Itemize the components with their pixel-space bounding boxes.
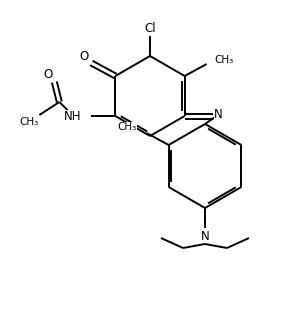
Text: N: N (214, 109, 223, 122)
Text: CH₃: CH₃ (215, 55, 234, 65)
Text: O: O (80, 50, 89, 62)
Text: NH: NH (64, 110, 81, 122)
Text: CH₃: CH₃ (20, 117, 39, 127)
Text: Cl: Cl (144, 21, 156, 35)
Text: O: O (44, 68, 53, 80)
Text: CH₃: CH₃ (117, 122, 137, 132)
Text: N: N (201, 230, 209, 242)
